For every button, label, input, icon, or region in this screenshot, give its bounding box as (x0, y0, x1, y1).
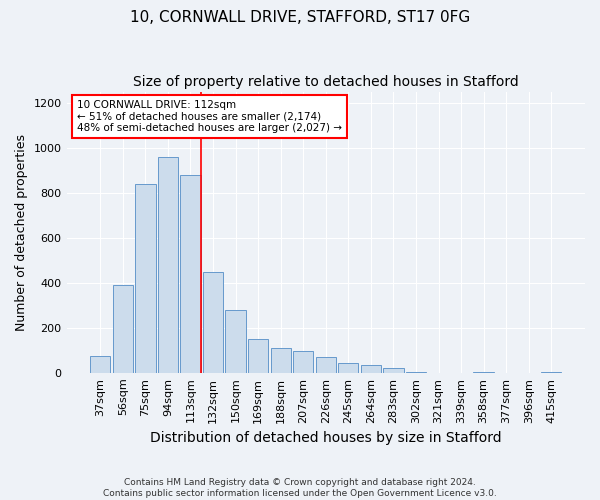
Bar (181, 175, 200, 373)
Bar (316, 357, 336, 373)
Text: Contains HM Land Registry data © Crown copyright and database right 2024.
Contai: Contains HM Land Registry data © Crown c… (103, 478, 497, 498)
Bar (383, 368, 404, 373)
Bar (293, 352, 313, 373)
Bar (135, 184, 155, 373)
Text: 10 CORNWALL DRIVE: 112sqm
← 51% of detached houses are smaller (2,174)
48% of se: 10 CORNWALL DRIVE: 112sqm ← 51% of detac… (77, 100, 342, 133)
Bar (406, 372, 426, 373)
Bar (158, 157, 178, 373)
Text: 10, CORNWALL DRIVE, STAFFORD, ST17 0FG: 10, CORNWALL DRIVE, STAFFORD, ST17 0FG (130, 10, 470, 25)
Bar (203, 272, 223, 373)
Bar (226, 310, 246, 373)
Title: Size of property relative to detached houses in Stafford: Size of property relative to detached ho… (133, 75, 518, 89)
X-axis label: Distribution of detached houses by size in Stafford: Distribution of detached houses by size … (150, 431, 502, 445)
Bar (113, 285, 133, 373)
Bar (248, 339, 268, 373)
Y-axis label: Number of detached properties: Number of detached properties (15, 134, 28, 330)
Bar (473, 372, 494, 373)
Bar (338, 362, 358, 373)
Bar (271, 348, 291, 373)
Bar (90, 356, 110, 373)
Bar (541, 372, 562, 373)
Bar (361, 365, 381, 373)
